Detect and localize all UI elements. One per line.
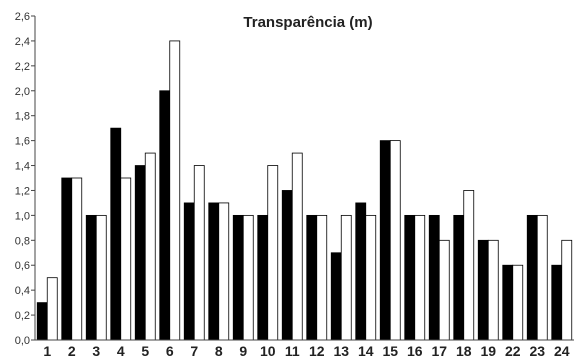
bar-white <box>46 277 58 341</box>
bar-white <box>389 140 401 341</box>
y-tick-label: 1,6 <box>15 136 30 148</box>
x-tick-label: 1 <box>43 343 51 359</box>
bar-white <box>438 239 450 341</box>
x-tick-label: 6 <box>166 343 174 359</box>
y-tick-label: 0,4 <box>15 285 30 297</box>
bar-black <box>502 264 514 341</box>
y-tick-label: 0,6 <box>15 260 30 272</box>
x-tick-label: 8 <box>215 343 223 359</box>
bar-black <box>355 202 367 341</box>
bar-black <box>404 214 416 341</box>
bar-black <box>208 202 220 341</box>
bar-white <box>340 214 352 341</box>
x-tick-label: 14 <box>358 343 374 359</box>
bar-white <box>536 214 548 341</box>
y-tick-label: 1,2 <box>15 185 30 197</box>
x-tick-label: 23 <box>529 343 545 359</box>
bar-white <box>561 239 573 341</box>
y-axis: 0,0 0,2 0,4 0,6 0,8 1,0 1,2 1,4 1,6 1,8 2,0 2,2 2,4 2… <box>15 11 36 347</box>
bar-black <box>330 252 342 341</box>
x-tick-label: 19 <box>480 343 496 359</box>
x-tick-label: 3 <box>92 343 100 359</box>
y-tick-label: 0,8 <box>15 235 30 247</box>
x-tick-label: 18 <box>456 343 472 359</box>
y-tick-label: 2,2 <box>15 61 30 73</box>
bar-white <box>193 165 205 341</box>
x-tick-label: 11 <box>285 343 300 359</box>
x-tick-label: 7 <box>190 343 198 359</box>
bar-white <box>144 152 156 341</box>
bar-black <box>183 202 195 341</box>
bar-black <box>85 214 97 341</box>
y-tick-label: 0,0 <box>15 335 30 347</box>
bar-black <box>306 214 318 341</box>
bar-black <box>453 214 465 341</box>
bar-white <box>95 214 107 341</box>
x-tick-label: 24 <box>554 343 570 359</box>
y-tick-label: 1,4 <box>15 161 30 173</box>
bar-white <box>487 239 499 341</box>
bar-black <box>477 239 489 341</box>
bar-white <box>512 264 524 341</box>
bar-white <box>267 165 279 341</box>
x-tick-label: 13 <box>333 343 349 359</box>
bar-black <box>526 214 538 341</box>
y-tick-label: 1,8 <box>15 111 30 123</box>
bar-white <box>316 214 328 341</box>
x-tick-label: 12 <box>309 343 325 359</box>
x-tick-label: 5 <box>141 343 149 359</box>
y-tick-label: 1,0 <box>15 210 30 222</box>
x-tick-label: 22 <box>505 343 521 359</box>
bar-white <box>242 214 254 341</box>
bar-white <box>218 202 230 341</box>
y-tick-label: 2,6 <box>15 11 30 23</box>
bar-white <box>71 177 83 341</box>
bar-white <box>120 177 132 341</box>
bar-white <box>291 152 303 341</box>
bar-black <box>281 190 293 341</box>
x-tick-label: 10 <box>260 343 276 359</box>
bar-black <box>61 177 73 341</box>
x-tick-label: 15 <box>382 343 398 359</box>
x-tick-label: 9 <box>239 343 247 359</box>
bar-black <box>232 214 244 341</box>
y-tick-label: 2,0 <box>15 86 30 98</box>
chart-title: Transparência (m) <box>243 14 372 31</box>
bar-black <box>159 90 171 341</box>
bar-black <box>110 127 122 341</box>
bar-black <box>134 165 146 341</box>
bar-black <box>428 214 440 341</box>
bar-black <box>257 214 269 341</box>
y-tick-label: 0,2 <box>15 310 30 322</box>
bar-black <box>551 264 563 341</box>
bar-white <box>414 214 426 341</box>
x-axis: 1 2 3 4 5 6 7 8 9 10 11 12 13 14 15 16 17 18 19 22 23 24 <box>35 339 574 359</box>
bar-black <box>379 140 391 341</box>
bar-white <box>169 40 181 341</box>
bar-white <box>365 214 377 341</box>
x-tick-label: 2 <box>68 343 76 359</box>
bar-black <box>36 302 48 341</box>
bar-white <box>463 190 475 341</box>
bars <box>36 40 573 341</box>
x-tick-label: 16 <box>407 343 423 359</box>
y-tick-label: 2,4 <box>15 36 30 48</box>
x-tick-label: 17 <box>431 343 447 359</box>
x-tick-label: 4 <box>117 343 125 359</box>
